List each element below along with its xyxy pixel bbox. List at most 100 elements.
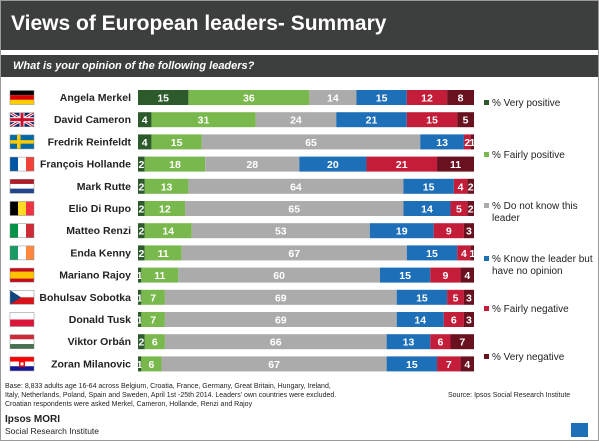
bar-segment-mark-rutte-0 — [138, 178, 145, 194]
bar-segment-enda-kenny-0 — [138, 245, 145, 261]
data-label-david-cameron-5: 5 — [463, 115, 469, 127]
data-label-mark-rutte-3: 15 — [423, 181, 435, 193]
data-label-david-cameron-4: 15 — [426, 115, 438, 127]
bar-segment-angela-merkel-0 — [138, 90, 189, 105]
legend-swatch-1 — [484, 152, 489, 157]
data-label-francois-hollande-5: 11 — [450, 159, 461, 171]
bar-segment-mark-rutte-4 — [453, 178, 468, 194]
united-kingdom-flag-icon — [9, 111, 35, 128]
bar-segment-viktor-orban-3 — [386, 334, 431, 350]
data-label-enda-kenny-0: 2 — [138, 248, 144, 260]
croatia-flag-icon — [9, 356, 35, 372]
ireland-flag-icon — [9, 245, 35, 261]
legend-swatch-2 — [484, 203, 489, 208]
data-label-elio-di-rupo-1: 12 — [159, 204, 171, 216]
legend-label-4-0: % Fairly negative — [492, 304, 569, 315]
bar-segment-mark-rutte-2 — [188, 178, 404, 194]
data-label-donald-tusk-3: 14 — [414, 315, 426, 327]
data-label-elio-di-rupo-0: 2 — [138, 204, 144, 216]
bar-segment-fredrik-reinfeldt-0 — [138, 134, 152, 150]
data-label-mark-rutte-2: 64 — [290, 181, 302, 193]
bar-segment-donald-tusk-2 — [164, 312, 397, 327]
bar-segment-matteo-renzi-2 — [191, 223, 370, 239]
legend-swatch-5 — [484, 354, 489, 359]
data-label-donald-tusk-1: 7 — [150, 315, 156, 327]
legend-label-0-0: % Very positive — [492, 98, 561, 109]
france-flag-icon — [9, 156, 35, 172]
data-label-matteo-renzi-5: 3 — [466, 226, 472, 238]
germany-flag-icon — [9, 90, 35, 105]
bar-segment-zoran-milanovic-2 — [161, 356, 387, 372]
data-label-francois-hollande-1: 18 — [169, 159, 181, 171]
legend-label-3-1: have no opinion — [492, 266, 563, 277]
data-label-bohulsav-sobotka-0: 1 — [137, 292, 143, 304]
data-label-david-cameron-3: 21 — [366, 115, 378, 127]
data-label-donald-tusk-5: 3 — [466, 315, 472, 327]
bar-segment-mark-rutte-1 — [144, 178, 189, 194]
leader-label-mark-rutte: Mark Rutte — [77, 181, 131, 193]
data-label-francois-hollande-2: 28 — [246, 159, 258, 171]
data-label-mark-rutte-4: 4 — [458, 181, 464, 193]
leader-label-matteo-renzi: Matteo Renzi — [66, 225, 131, 237]
data-label-zoran-milanovic-5: 4 — [464, 359, 470, 371]
bar-segment-enda-kenny-1 — [144, 245, 182, 261]
data-label-mark-rutte-0: 2 — [138, 181, 144, 193]
bar-segment-bohulsav-sobotka-3 — [396, 289, 448, 305]
bar-segment-bohulsav-sobotka-5 — [463, 289, 474, 305]
bar-segment-matteo-renzi-5 — [463, 223, 474, 239]
bar-segment-fredrik-reinfeldt-2 — [201, 134, 421, 150]
bar-segment-elio-di-rupo-4 — [450, 201, 468, 216]
bar-segment-fredrik-reinfeldt-5 — [470, 134, 474, 150]
bar-segment-mariano-rajoy-1 — [141, 267, 179, 283]
data-label-elio-di-rupo-5: 2 — [468, 204, 474, 216]
footnote-base-line1: Base: 8,833 adults age 16-64 across Belg… — [5, 383, 331, 390]
data-label-angela-merkel-0: 15 — [157, 93, 169, 105]
leader-label-angela-merkel: Angela Merkel — [60, 92, 131, 104]
footnote-base-line2: Italy, Netherlands, Poland, Spain and Sw… — [5, 392, 337, 399]
bar-segment-mariano-rajoy-5 — [460, 267, 474, 283]
bar-segment-elio-di-rupo-5 — [467, 201, 474, 216]
data-label-enda-kenny-4: 4 — [461, 248, 467, 260]
legend-label-3-0: % Know the leader but — [492, 254, 593, 265]
data-label-bohulsav-sobotka-2: 69 — [275, 292, 287, 304]
data-label-angela-merkel-1: 36 — [243, 93, 255, 105]
data-label-matteo-renzi-1: 14 — [162, 226, 174, 238]
data-label-viktor-orban-0: 2 — [138, 337, 144, 349]
bar-segment-elio-di-rupo-1 — [144, 201, 186, 216]
bar-segment-francois-hollande-5 — [437, 156, 474, 172]
bar-segment-enda-kenny-4 — [457, 245, 471, 261]
bar-segment-matteo-renzi-0 — [138, 223, 145, 239]
data-label-donald-tusk-4: 6 — [451, 315, 457, 327]
bar-segment-zoran-milanovic-0 — [138, 356, 142, 372]
data-label-fredrik-reinfeldt-4: 2 — [464, 137, 470, 149]
data-label-mariano-rajoy-5: 4 — [464, 270, 470, 282]
bar-segment-matteo-renzi-1 — [144, 223, 192, 239]
data-label-matteo-renzi-2: 53 — [275, 226, 287, 238]
bar-segment-enda-kenny-3 — [406, 245, 458, 261]
data-label-viktor-orban-3: 13 — [403, 337, 415, 349]
bar-segment-david-cameron-0 — [138, 112, 152, 128]
data-label-enda-kenny-2: 67 — [288, 248, 300, 260]
data-label-viktor-orban-2: 66 — [270, 337, 282, 349]
bar-segment-enda-kenny-2 — [181, 245, 407, 261]
belgium-flag-icon — [9, 201, 35, 216]
bar-segment-mark-rutte-5 — [467, 178, 474, 194]
data-label-francois-hollande-0: 2 — [138, 159, 144, 171]
leader-label-zoran-milanovic: Zoran Milanovic — [51, 358, 131, 370]
bar-segment-zoran-milanovic-1 — [141, 356, 162, 372]
bar-segment-matteo-renzi-4 — [433, 223, 464, 239]
ipsos-logo-icon — [571, 423, 588, 437]
data-label-mariano-rajoy-2: 60 — [273, 270, 285, 282]
title-bar: Views of European leaders- Summary — [1, 1, 598, 50]
data-label-donald-tusk-0: 1 — [137, 315, 143, 327]
bar-segment-david-cameron-1 — [151, 112, 256, 128]
bar-segment-elio-di-rupo-0 — [138, 201, 145, 216]
data-label-enda-kenny-1: 11 — [158, 248, 169, 260]
data-label-fredrik-reinfeldt-3: 13 — [436, 137, 448, 149]
bar-segment-francois-hollande-2 — [205, 156, 300, 172]
bar-segment-viktor-orban-5 — [450, 334, 474, 350]
bar-segment-angela-merkel-4 — [406, 90, 448, 105]
data-label-angela-merkel-5: 8 — [458, 93, 464, 105]
brand-name: Ipsos MORI — [5, 414, 61, 425]
